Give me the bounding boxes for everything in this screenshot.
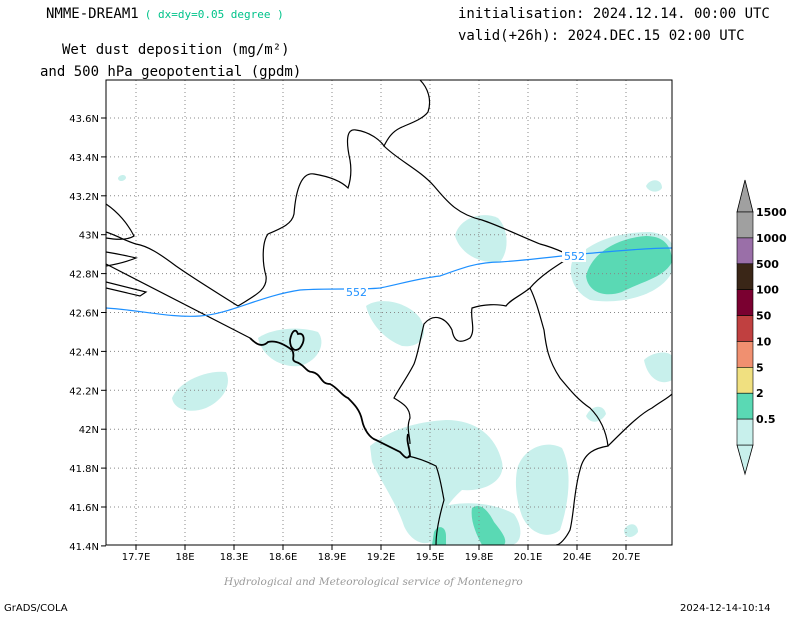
lat-tick-label: 43N <box>79 231 99 242</box>
lon-tick-label: 20.1E <box>514 552 543 563</box>
contour-label-bg <box>562 249 586 262</box>
border-line <box>106 231 239 307</box>
deposition-area <box>646 180 662 192</box>
border-line <box>383 145 573 257</box>
legend-swatch <box>736 289 754 316</box>
map-title-line2: and 500 hPa geopotential (gpdm) <box>40 64 302 80</box>
lon-tick-label: 19.5E <box>416 552 445 563</box>
legend-label: 0.5 <box>756 413 776 426</box>
legend-swatch <box>736 418 754 446</box>
border-line <box>529 287 609 545</box>
lon-tick-label: 18.6E <box>269 552 298 563</box>
deposition-area <box>624 524 638 538</box>
border-line <box>106 263 251 339</box>
longitude-axis: 17.7E 18E 18.3E 18.6E 18.9E 19.2E 19.5E 19.8E 20… <box>122 545 641 563</box>
map-title-line1: Wet dust deposition (mg/m²) <box>62 42 290 58</box>
lon-tick-label: 18E <box>175 552 194 563</box>
border-line <box>607 393 672 447</box>
deposition-area <box>118 175 126 181</box>
legend-swatch <box>736 211 754 239</box>
map-graticule <box>106 80 672 545</box>
lon-tick-label: 19.2E <box>367 552 396 563</box>
legend-label: 1500 <box>756 206 787 219</box>
lon-tick-label: 18.9E <box>318 552 347 563</box>
lat-tick-label: 41.4N <box>69 542 99 553</box>
lat-tick-label: 43.6N <box>69 114 99 125</box>
timestamp-label: 2024-12-14-10:14 <box>680 603 771 614</box>
legend-swatch <box>736 392 754 420</box>
lon-tick-label: 17.7E <box>122 552 151 563</box>
legend-label: 50 <box>756 310 772 323</box>
lat-tick-label: 41.8N <box>69 464 99 475</box>
legend-label: 500 <box>756 258 779 271</box>
legend-swatch <box>736 263 754 290</box>
deposition-medium-areas <box>432 236 672 545</box>
credit-text: Hydrological and Meteorological service … <box>224 576 523 588</box>
lon-tick-label: 18.3E <box>220 552 249 563</box>
border-line <box>407 455 445 545</box>
border-line <box>106 281 148 297</box>
valid-time: valid(+26h): 2024.DEC.15 02:00 UTC <box>458 28 745 44</box>
lat-tick-label: 42.6N <box>69 309 99 320</box>
software-label: GrADS/COLA <box>4 603 68 614</box>
lon-tick-label: 19.8E <box>465 552 494 563</box>
coastline <box>249 329 411 459</box>
latitude-axis: 43.6N 43.4N 43.2N 43N 42.8N 42.6N 42.4N 42.2N 42… <box>69 114 106 553</box>
legend-label: 5 <box>756 361 764 374</box>
deposition-area <box>455 215 507 263</box>
lon-tick-label: 20.7E <box>612 552 641 563</box>
deposition-area <box>370 420 503 544</box>
legend-top-arrow <box>736 179 754 213</box>
border-line <box>393 255 573 445</box>
map-content: 552 552 <box>106 80 672 545</box>
model-title: NMME-DREAM1 ( dx=dy=0.05 degree ) <box>46 6 284 22</box>
deposition-area <box>432 527 446 545</box>
legend-swatch <box>736 237 754 265</box>
legend-label: 2 <box>756 387 764 400</box>
border-line <box>106 203 135 240</box>
lat-tick-label: 42.8N <box>69 270 99 281</box>
deposition-light-areas <box>118 175 672 545</box>
lat-tick-label: 41.6N <box>69 503 99 514</box>
deposition-area <box>644 352 672 383</box>
deposition-area <box>366 301 424 347</box>
deposition-area <box>586 236 672 295</box>
legend-bottom-arrow <box>736 444 754 476</box>
initialisation-time: initialisation: 2024.12.14. 00:00 UTC <box>458 6 770 22</box>
deposition-area <box>172 371 228 411</box>
lat-tick-label: 42.2N <box>69 386 99 397</box>
contour-label: 552 <box>346 286 367 299</box>
legend-label: 10 <box>756 335 772 348</box>
legend-label: 100 <box>756 284 779 297</box>
model-name: NMME-DREAM1 <box>46 6 139 22</box>
deposition-area <box>515 444 569 535</box>
lat-tick-label: 43.4N <box>69 153 99 164</box>
resolution-label: ( dx=dy=0.05 degree ) <box>144 8 284 21</box>
lat-tick-label: 42N <box>79 425 99 436</box>
contour-label: 552 <box>564 250 585 263</box>
legend-swatch <box>736 367 754 394</box>
legend-swatch <box>736 315 754 342</box>
deposition-area <box>471 505 506 545</box>
legend-label: 1000 <box>756 232 787 245</box>
border-line <box>106 251 138 267</box>
lon-tick-label: 20.4E <box>563 552 592 563</box>
border-line <box>237 80 431 307</box>
color-legend: 1500 1000 500 100 50 10 5 2 0.5 <box>736 179 787 476</box>
country-borders <box>106 80 672 545</box>
lat-tick-label: 43.2N <box>69 192 99 203</box>
legend-swatch <box>736 341 754 368</box>
lat-tick-label: 42.4N <box>69 347 99 358</box>
contour-label-bg <box>344 285 368 298</box>
